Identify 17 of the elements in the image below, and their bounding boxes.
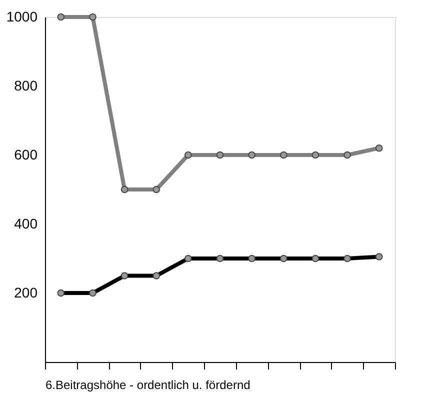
point — [57, 13, 65, 21]
y-tick-label: 1000 — [6, 8, 38, 24]
point — [312, 151, 320, 159]
point — [248, 151, 256, 159]
point — [89, 13, 96, 21]
y-tick-label: 800 — [14, 78, 38, 94]
point — [344, 151, 351, 159]
point — [375, 144, 383, 152]
y-tick-label: 400 — [14, 216, 38, 232]
point — [184, 151, 192, 159]
point — [280, 151, 288, 159]
point — [152, 186, 160, 194]
point — [120, 186, 128, 194]
point — [216, 151, 224, 159]
x-axis-title: 6.Beitragshöhe - ordentlich u. fördernd — [46, 378, 250, 392]
y-tick-label: 200 — [14, 284, 38, 300]
y-tick-label: 600 — [14, 146, 38, 162]
